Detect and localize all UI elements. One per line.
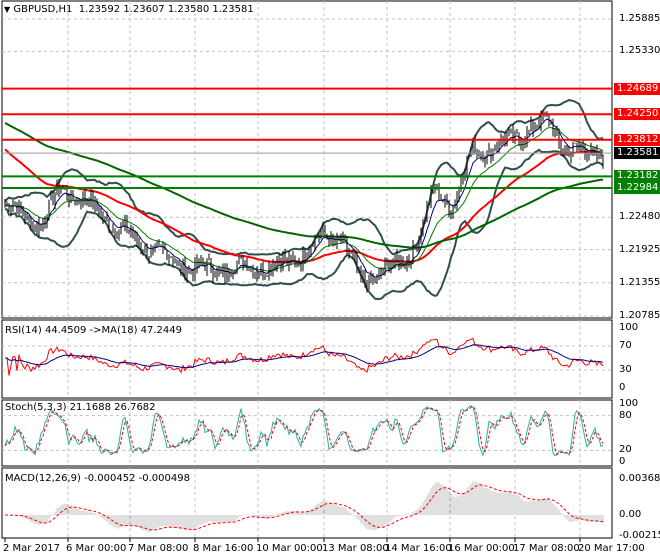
pane-macd bbox=[1, 467, 613, 539]
macd-signal-line bbox=[5, 484, 604, 531]
time-label: 20 Mar 17:00 bbox=[578, 543, 645, 554]
pane-main bbox=[1, 0, 613, 319]
moving-average-mid bbox=[4, 126, 604, 272]
price-tick-label: 1.21925 bbox=[619, 243, 660, 255]
ohlc-values: 1.23592 1.23607 1.23580 1.23581 bbox=[78, 4, 254, 15]
level-label: 1.22984 bbox=[614, 181, 660, 194]
moving-average-red bbox=[4, 148, 604, 264]
time-label: 6 Mar 00:00 bbox=[66, 543, 127, 554]
current-price-label: 1.23581 bbox=[614, 147, 660, 160]
rsi-ma-line bbox=[5, 344, 604, 369]
stoch-signal-line bbox=[4, 405, 604, 456]
dropdown-triangle-icon[interactable]: ▼ bbox=[4, 5, 11, 14]
symbol-label: GBPUSD,H1 bbox=[13, 4, 73, 15]
price-tick-label: 1.25330 bbox=[619, 45, 660, 57]
price-tick-label: 1.25885 bbox=[619, 13, 660, 24]
time-label: 2 Mar 2017 bbox=[3, 543, 61, 554]
moving-average-green bbox=[4, 122, 604, 249]
level-label: 1.24689 bbox=[614, 82, 660, 95]
bollinger-upper bbox=[4, 98, 604, 257]
time-label: 10 Mar 00:00 bbox=[256, 543, 323, 554]
stoch-tick-label: 100 bbox=[619, 398, 639, 409]
time-label: 7 Mar 08:00 bbox=[128, 543, 189, 554]
time-label: 8 Mar 16:00 bbox=[193, 543, 254, 554]
level-label: 1.23812 bbox=[614, 133, 660, 146]
rsi-tick-label: 100 bbox=[619, 322, 639, 333]
price-tick-label: 1.21355 bbox=[619, 276, 660, 288]
price-tick-label: 1.20785 bbox=[619, 310, 660, 321]
stoch-tick-label: 80 bbox=[619, 409, 632, 421]
level-label: 1.23182 bbox=[614, 170, 660, 183]
rsi-tick-label: 0 bbox=[619, 382, 626, 393]
stoch-label: Stoch(5,3,3) 21.1688 26.7682 bbox=[5, 402, 156, 413]
rsi-label: RSI(14) 44.4509 ->MA(18) 47.2449 bbox=[5, 325, 182, 336]
macd-tick-label: 0.003682 bbox=[619, 473, 660, 484]
moving-average-fast bbox=[4, 118, 604, 278]
time-label: 14 Mar 16:00 bbox=[385, 543, 452, 554]
macd-tick-label: 0.00 bbox=[619, 509, 642, 520]
price-tick-label: 1.22480 bbox=[619, 211, 660, 223]
rsi-tick-label: 70 bbox=[619, 340, 632, 351]
stoch-tick-label: 0 bbox=[619, 456, 626, 467]
stoch-tick-label: 20 bbox=[619, 444, 632, 456]
macd-tick-label: -0.002151 bbox=[619, 530, 660, 542]
rsi-tick-label: 30 bbox=[619, 364, 632, 375]
stoch-main-line bbox=[4, 405, 604, 457]
chart-header: ▼ GBPUSD,H1 1.23592 1.23607 1.23580 1.23… bbox=[4, 4, 254, 15]
level-label: 1.24250 bbox=[614, 108, 660, 121]
time-label: 16 Mar 00:00 bbox=[448, 543, 515, 554]
time-label: 17 Mar 08:00 bbox=[513, 543, 580, 554]
macd-label: MACD(12,26,9) -0.000452 -0.000498 bbox=[5, 473, 190, 484]
time-label: 13 Mar 08:00 bbox=[322, 543, 389, 554]
